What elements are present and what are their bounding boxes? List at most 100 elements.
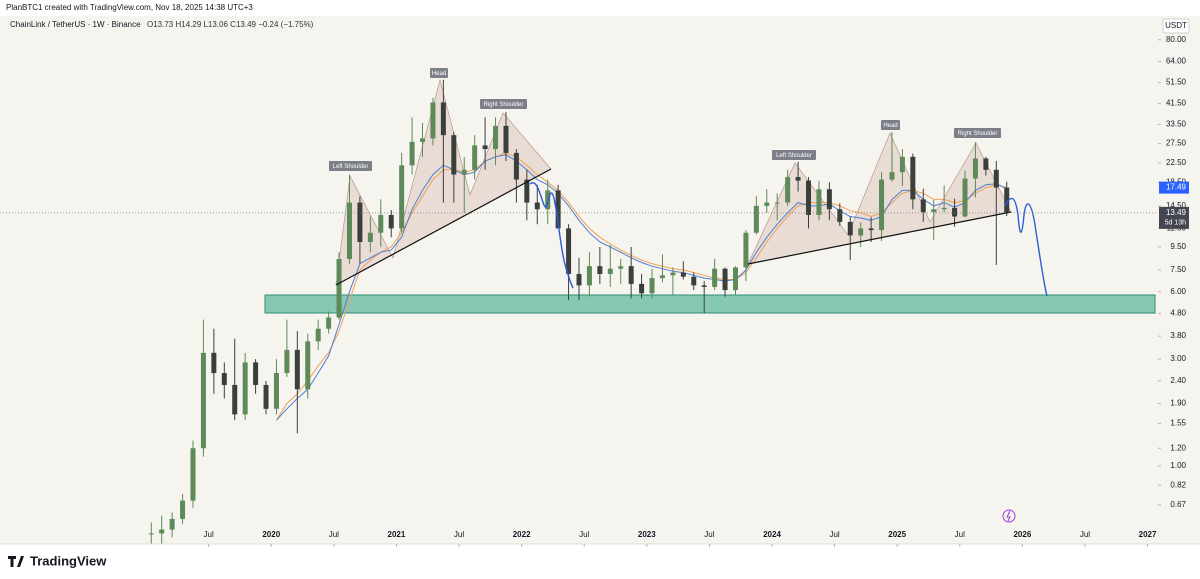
candle-body <box>451 135 457 175</box>
candle-body <box>513 152 519 180</box>
candle-body <box>399 165 405 229</box>
candle-body <box>367 232 373 242</box>
events-icon-bolt <box>1006 510 1011 522</box>
annotation-text: Head <box>883 123 897 129</box>
candle-body <box>294 349 300 390</box>
x-tick-label: Jul <box>829 530 839 539</box>
y-tick-label: 1.90 <box>1170 399 1186 408</box>
candle-body <box>169 518 175 530</box>
candle-body <box>732 267 738 291</box>
logo[interactable]: TradingView <box>8 553 107 568</box>
candle-body <box>586 266 592 286</box>
annotation: Left Shoulder <box>329 161 372 171</box>
countdown: 5d 13h <box>1165 220 1187 227</box>
events-icon[interactable] <box>1002 509 1016 523</box>
candle-body <box>420 138 426 142</box>
currency[interactable]: USDT <box>1165 21 1187 30</box>
candle-body <box>701 285 707 287</box>
candle-body <box>774 202 780 204</box>
moving-average <box>276 154 1007 421</box>
annotation-text: Right Shoulder <box>484 102 524 108</box>
candle-body <box>879 179 885 231</box>
x-tick-label: 2026 <box>1013 530 1031 539</box>
candle-body <box>409 141 415 166</box>
annotation: Right Shoulder <box>954 128 1001 138</box>
y-tick-label: 2.40 <box>1170 376 1186 385</box>
x-tick-label: 2027 <box>1139 530 1157 539</box>
y-tick-label: 22.50 <box>1166 158 1187 167</box>
y-tick-label: 14.50 <box>1166 201 1187 210</box>
candle-body <box>649 278 655 294</box>
candle-body <box>576 273 582 286</box>
candle-body <box>534 202 540 210</box>
candle-body <box>941 207 947 210</box>
last-price-label: 13.49 <box>1166 208 1187 217</box>
candle-body <box>180 500 186 519</box>
candle-body <box>972 158 978 179</box>
candle-body <box>628 266 634 284</box>
candle-body <box>461 169 467 175</box>
logo-mark <box>8 556 24 567</box>
annotation-text: Left Shoulder <box>333 164 369 170</box>
x-tick-label: Jul <box>579 530 589 539</box>
x-tick-label: 2020 <box>262 530 280 539</box>
ma-price-label: 17.49 <box>1166 183 1187 192</box>
candle-body <box>545 190 551 210</box>
candle-body <box>524 179 530 203</box>
candle-body <box>910 156 916 200</box>
currency-box[interactable] <box>1162 18 1190 34</box>
ohlc: O13.73 H14.29 L13.06 C13.49 −0.24 (−1.75… <box>147 20 314 29</box>
y-tick-label: 9.50 <box>1170 242 1186 251</box>
candle-body <box>566 228 572 274</box>
candle-body <box>190 448 196 501</box>
candle-body <box>221 373 227 385</box>
candle-body <box>920 199 926 213</box>
candle-body <box>336 258 342 318</box>
candle-body <box>607 268 613 274</box>
x-tick-label: 2022 <box>513 530 531 539</box>
neckline <box>747 211 1012 265</box>
candle-body <box>826 189 832 210</box>
candle-body <box>962 178 968 217</box>
x-tick-label: Jul <box>454 530 464 539</box>
candle-body <box>440 102 446 136</box>
projection <box>1004 197 1048 297</box>
candle-body <box>722 268 728 291</box>
candle-body <box>284 349 290 374</box>
y-tick-label: 3.00 <box>1170 354 1186 363</box>
candle-body <box>847 221 853 236</box>
candle-body <box>712 268 718 287</box>
candle-body <box>388 214 394 229</box>
candle-body <box>837 209 843 222</box>
y-tick-label: 3.80 <box>1170 331 1186 340</box>
candle-body <box>148 533 154 535</box>
candle-body <box>993 169 999 188</box>
candle-body <box>899 156 905 173</box>
annotation-text: Right Shoulder <box>958 131 998 137</box>
y-tick-label: 0.82 <box>1170 480 1186 489</box>
candle-body <box>795 177 801 181</box>
annotation-text: Left Shoulder <box>776 153 812 159</box>
y-tick-label: 0.67 <box>1170 500 1186 509</box>
candle-body <box>1004 187 1010 213</box>
candle-body <box>868 228 874 231</box>
candle-body <box>931 209 937 213</box>
candle-body <box>326 317 332 329</box>
candle-body <box>753 205 759 233</box>
y-tick-label: 7.50 <box>1170 265 1186 274</box>
candle-body <box>378 214 384 233</box>
candle-body <box>346 202 352 259</box>
plot <box>148 79 1010 544</box>
y-tick-label: 80.00 <box>1166 35 1187 44</box>
candle-body <box>858 228 864 236</box>
annotation: Right Shoulder <box>480 99 527 109</box>
x-tick-label: Jul <box>1080 530 1090 539</box>
candle-body <box>430 102 436 139</box>
candle-body <box>618 266 624 269</box>
candle-body <box>159 529 165 534</box>
candle-body <box>691 276 697 286</box>
candle-body <box>764 202 770 206</box>
x-tick-label: 2024 <box>763 530 781 539</box>
annotation: Head <box>881 120 900 130</box>
moving-average <box>276 152 1007 421</box>
